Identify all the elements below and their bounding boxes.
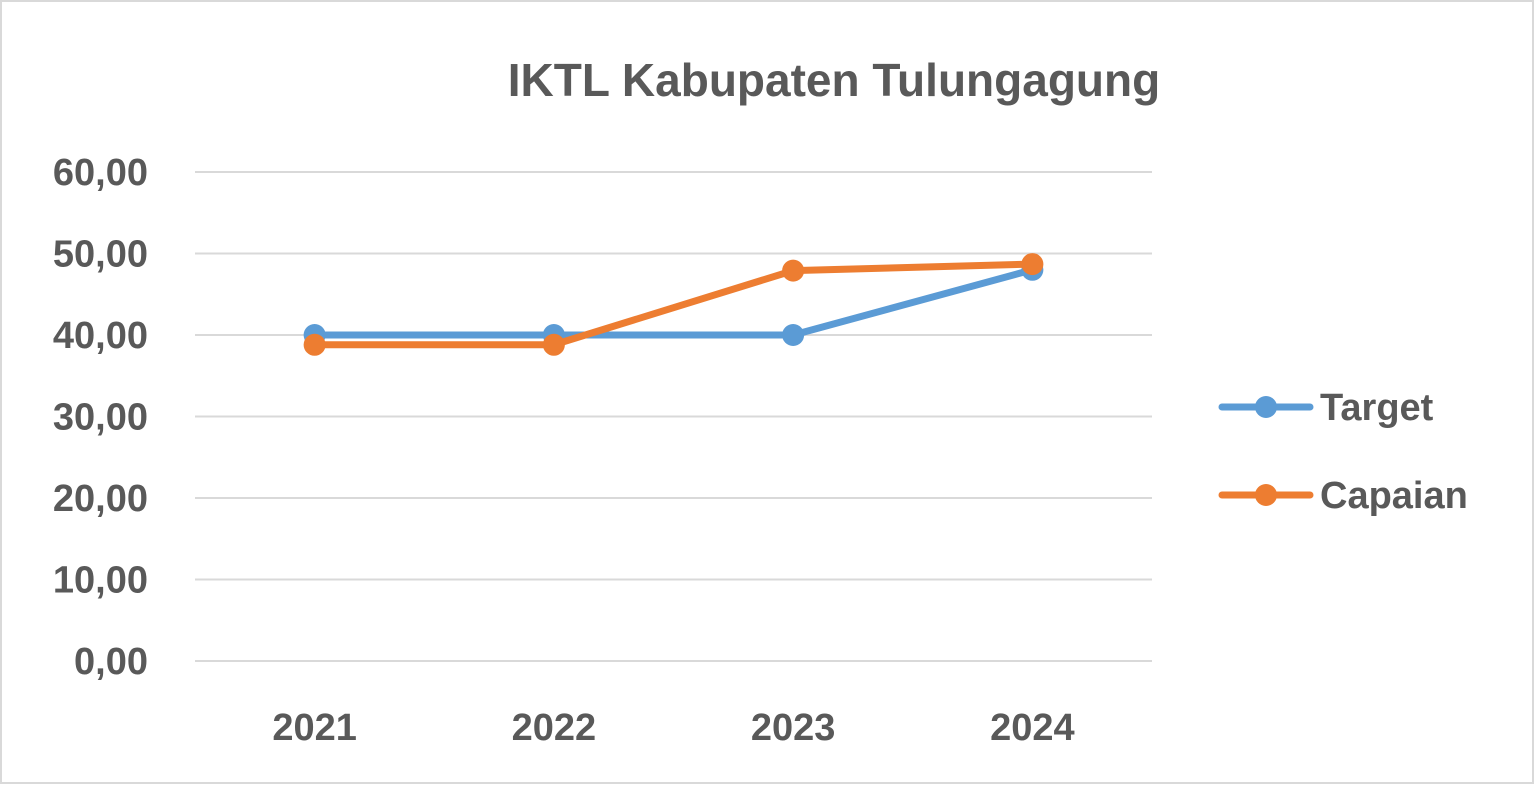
y-tick-label: 0,00 — [74, 641, 148, 683]
y-tick-label: 40,00 — [53, 315, 148, 357]
y-tick-label: 50,00 — [53, 234, 148, 276]
x-tick-label: 2024 — [990, 707, 1075, 749]
y-tick-label: 30,00 — [53, 397, 148, 439]
x-tick-label: 2023 — [751, 707, 836, 749]
legend-item: Capaian — [1218, 475, 1468, 517]
legend-marker — [1255, 484, 1277, 506]
data-point — [782, 259, 805, 282]
series-line — [311, 260, 1036, 349]
x-tick-label: 2022 — [512, 707, 597, 749]
legend-label: Capaian — [1320, 475, 1468, 517]
chart-title: IKTL Kabupaten Tulungagung — [508, 54, 1160, 106]
y-tick-label: 10,00 — [53, 560, 148, 602]
x-tick-label: 2021 — [272, 707, 357, 749]
y-tick-label: 20,00 — [53, 478, 148, 520]
y-tick-label: 60,00 — [53, 152, 148, 194]
series-capaian — [303, 253, 1044, 356]
legend-marker — [1255, 396, 1277, 418]
y-axis-tick-labels: 0,00 10,00 20,00 30,00 40,00 50,00 60,00 — [53, 152, 148, 683]
data-point — [542, 333, 565, 356]
data-point — [1021, 253, 1044, 276]
series-lines — [303, 253, 1044, 356]
data-point — [303, 333, 326, 356]
legend-item: Target — [1218, 387, 1434, 429]
data-point — [782, 324, 805, 346]
series-line — [311, 266, 1036, 339]
legend: Target Capaian — [1218, 387, 1468, 517]
series-target — [303, 258, 1044, 346]
x-axis-tick-labels: 2021 2022 2023 2024 — [272, 707, 1074, 749]
legend-label: Target — [1320, 387, 1434, 429]
gridlines — [195, 171, 1152, 662]
